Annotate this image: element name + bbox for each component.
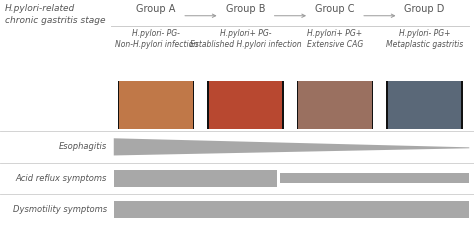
Text: Group D: Group D	[404, 4, 445, 14]
Bar	[118, 81, 194, 129]
Text: H.pylori+ PG+
Extensive CAG: H.pylori+ PG+ Extensive CAG	[307, 29, 363, 49]
Polygon shape	[114, 138, 469, 155]
Text: H.pylori- PG+
Metaplastic gastritis: H.pylori- PG+ Metaplastic gastritis	[386, 29, 463, 49]
Bar	[114, 169, 277, 187]
Text: Dysmotility symptoms: Dysmotility symptoms	[12, 205, 107, 214]
Bar	[114, 201, 469, 218]
Bar	[388, 81, 461, 129]
Text: Group A: Group A	[137, 4, 176, 14]
Text: Esophagitis: Esophagitis	[58, 142, 107, 151]
Text: Acid reflux symptoms: Acid reflux symptoms	[15, 174, 107, 183]
Text: H.pylori- PG-
Non-H.pylori infection: H.pylori- PG- Non-H.pylori infection	[115, 29, 198, 49]
Bar	[297, 81, 373, 129]
Bar	[208, 81, 284, 129]
Bar	[119, 81, 193, 129]
Text: H.pylori-related
chronic gastritis stage: H.pylori-related chronic gastritis stage	[5, 4, 105, 25]
Text: H.pylori+ PG-
Established H.pylori infection: H.pylori+ PG- Established H.pylori infec…	[190, 29, 301, 49]
Bar	[280, 173, 469, 183]
Text: Group B: Group B	[226, 4, 265, 14]
Bar	[386, 81, 463, 129]
Text: Group C: Group C	[315, 4, 355, 14]
Bar	[209, 81, 283, 129]
Bar	[298, 81, 372, 129]
